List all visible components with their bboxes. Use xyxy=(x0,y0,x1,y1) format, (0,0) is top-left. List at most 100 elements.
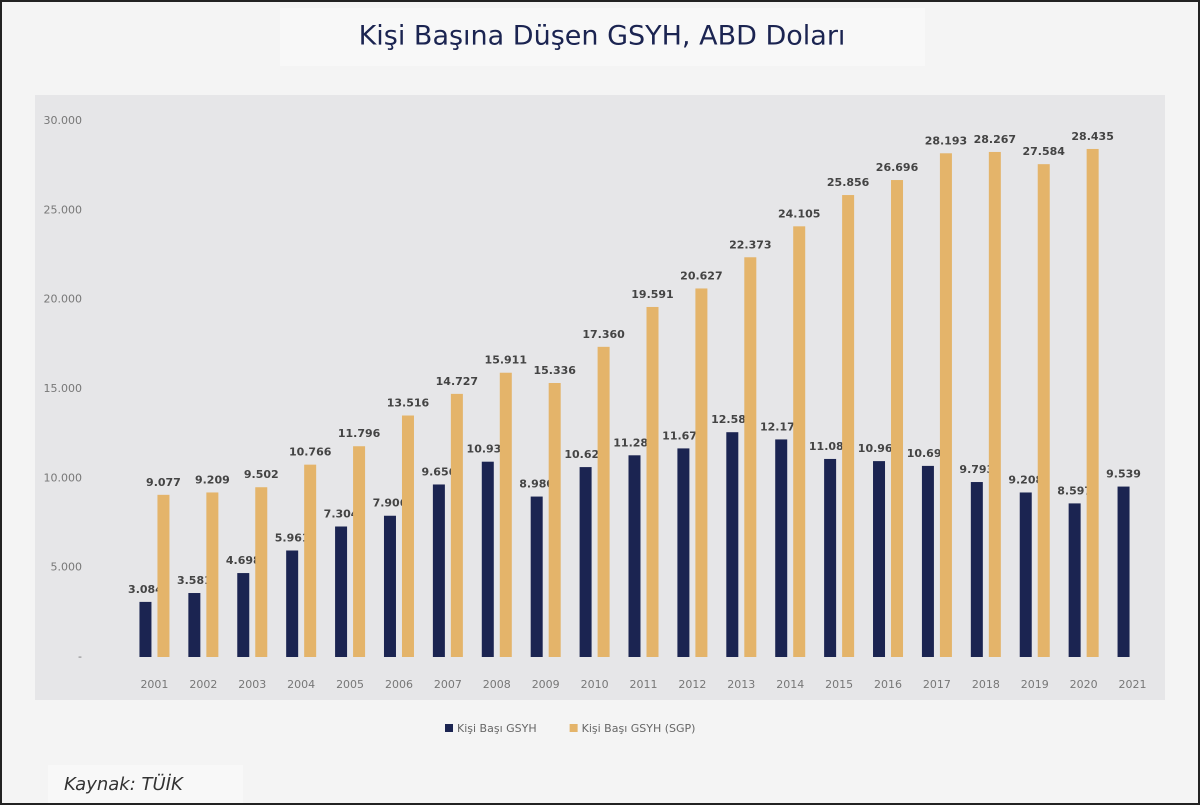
bar xyxy=(695,288,708,657)
x-tick-label: 2007 xyxy=(434,678,462,691)
value-label: 3.581 xyxy=(177,574,212,587)
value-label: 13.516 xyxy=(387,397,430,410)
legend-label: Kişi Başı GSYH (SGP) xyxy=(582,722,696,735)
x-tick-label: 2020 xyxy=(1070,678,1098,691)
x-tick-label: 2008 xyxy=(483,678,511,691)
x-tick-label: 2018 xyxy=(972,678,1000,691)
bar xyxy=(548,382,561,657)
value-label: 11.796 xyxy=(338,427,381,440)
bar xyxy=(824,458,837,657)
chart-title: Kişi Başına Düşen GSYH, ABD Doları xyxy=(359,21,846,52)
bar xyxy=(450,393,463,657)
value-label: 8.980 xyxy=(519,478,554,491)
x-tick-label: 2012 xyxy=(678,678,706,691)
value-label: 9.502 xyxy=(244,468,279,481)
x-tick-label: 2011 xyxy=(630,678,658,691)
bar xyxy=(628,455,641,657)
bar xyxy=(353,446,366,657)
bar xyxy=(1117,486,1130,657)
value-label: 10.931 xyxy=(467,443,509,456)
bar xyxy=(304,464,317,657)
bar xyxy=(597,346,610,657)
y-tick-label: 20.000 xyxy=(44,293,83,306)
value-label: 9.793 xyxy=(959,463,994,476)
x-tick-label: 2004 xyxy=(287,678,315,691)
value-label: 7.906 xyxy=(373,497,408,510)
source: Kaynak: TÜİK xyxy=(64,773,184,795)
value-label: 28.435 xyxy=(1071,130,1113,143)
legend-swatch xyxy=(445,724,453,732)
value-label: 10.629 xyxy=(564,448,606,461)
bar xyxy=(335,526,348,657)
value-label: 10.766 xyxy=(289,446,332,459)
x-tick-label: 2013 xyxy=(727,678,755,691)
value-label: 15.911 xyxy=(485,354,527,367)
x-tick-label: 2014 xyxy=(776,678,804,691)
bar xyxy=(1037,164,1050,657)
y-tick-label: 15.000 xyxy=(44,382,83,395)
bar xyxy=(939,153,952,657)
value-label: 10.964 xyxy=(858,442,901,455)
x-tick-label: 2005 xyxy=(336,678,364,691)
bar xyxy=(286,550,299,657)
x-tick-label: 2010 xyxy=(581,678,609,691)
value-label: 24.105 xyxy=(778,207,820,220)
value-label: 11.289 xyxy=(613,436,655,449)
bar xyxy=(1068,503,1081,657)
bar xyxy=(842,195,855,657)
value-label: 14.727 xyxy=(436,375,478,388)
value-label: 12.582 xyxy=(711,413,753,426)
x-tick-label: 2017 xyxy=(923,678,951,691)
legend-swatch xyxy=(569,724,578,732)
bar xyxy=(793,226,806,657)
value-label: 9.539 xyxy=(1106,468,1141,481)
y-tick-label: 10.000 xyxy=(44,471,83,484)
bar xyxy=(726,432,739,657)
value-label: 17.360 xyxy=(582,328,625,341)
bar xyxy=(646,306,659,657)
value-label: 10.696 xyxy=(907,447,950,460)
value-label: 3.084 xyxy=(128,583,163,596)
x-tick-label: 2021 xyxy=(1119,678,1147,691)
bar xyxy=(921,465,934,657)
x-tick-label: 2002 xyxy=(189,678,217,691)
y-tick-label: - xyxy=(78,650,82,663)
bar xyxy=(579,467,592,657)
value-label: 5.961 xyxy=(275,531,310,544)
value-label: 9.209 xyxy=(195,473,230,486)
value-label: 4.698 xyxy=(226,554,261,567)
bar xyxy=(157,494,170,657)
y-tick-label: 30.000 xyxy=(44,114,83,127)
bar xyxy=(481,461,494,657)
bar xyxy=(873,461,886,657)
bar xyxy=(1019,492,1032,657)
bar xyxy=(744,257,757,657)
legend-label: Kişi Başı GSYH xyxy=(457,722,537,735)
bar xyxy=(139,601,152,657)
bar xyxy=(255,487,268,657)
bar xyxy=(530,496,543,657)
value-label: 26.696 xyxy=(876,161,919,174)
x-tick-label: 2009 xyxy=(532,678,560,691)
bar xyxy=(401,415,414,657)
value-label: 19.591 xyxy=(631,288,673,301)
x-tick-label: 2006 xyxy=(385,678,413,691)
x-tick-label: 2019 xyxy=(1021,678,1049,691)
bar xyxy=(970,482,983,657)
value-label: 15.336 xyxy=(533,364,576,377)
bar xyxy=(988,151,1001,657)
value-label: 27.584 xyxy=(1023,145,1066,158)
bar xyxy=(891,180,904,657)
value-label: 9.077 xyxy=(146,476,181,489)
x-tick-label: 2015 xyxy=(825,678,853,691)
bar xyxy=(432,484,445,657)
value-label: 8.597 xyxy=(1057,484,1092,497)
bar xyxy=(775,439,788,657)
title-box xyxy=(280,8,925,66)
bar xyxy=(383,515,396,657)
y-tick-label: 5.000 xyxy=(51,561,83,574)
bar xyxy=(237,573,250,657)
source-box xyxy=(48,765,243,803)
y-tick-label: 25.000 xyxy=(44,203,83,216)
